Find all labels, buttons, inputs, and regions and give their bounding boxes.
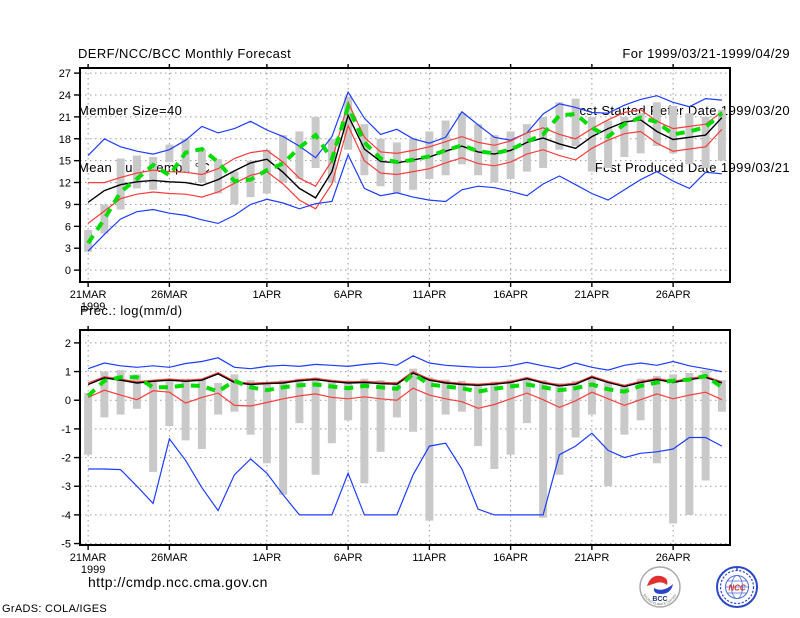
svg-text:3: 3 — [65, 243, 71, 255]
svg-text:26APR: 26APR — [656, 289, 691, 301]
svg-text:21: 21 — [59, 112, 71, 124]
svg-text:1999: 1999 — [81, 301, 105, 313]
bcc-logo-label: BCC — [652, 596, 667, 603]
precip-chart-title: Prec.: log(mm/d) — [80, 303, 183, 318]
svg-text:16APR: 16APR — [493, 289, 528, 301]
svg-text:18: 18 — [59, 134, 71, 146]
footer-logos: BCC BEIJING CLIMATE CENTER NCC — [632, 564, 792, 618]
svg-text:-3: -3 — [61, 481, 71, 493]
svg-text:1APR: 1APR — [253, 289, 282, 301]
svg-text:15: 15 — [59, 156, 71, 168]
svg-text:6: 6 — [65, 221, 71, 233]
svg-text:9: 9 — [65, 199, 71, 211]
svg-text:21APR: 21APR — [574, 552, 609, 564]
svg-text:26APR: 26APR — [656, 552, 691, 564]
svg-text:-5: -5 — [61, 539, 71, 551]
svg-text:11APR: 11APR — [412, 289, 446, 301]
svg-text:16APR: 16APR — [493, 552, 528, 564]
ncc-logo: NCC — [716, 566, 758, 608]
bcc-swirl-red — [647, 575, 668, 586]
svg-text:26MAR: 26MAR — [151, 552, 188, 564]
svg-text:11APR: 11APR — [412, 552, 446, 564]
svg-text:0: 0 — [65, 265, 71, 277]
svg-text:24: 24 — [59, 90, 71, 102]
svg-text:-4: -4 — [61, 510, 71, 522]
chart-title: DERF/NCC/BCC Monthly Forecast — [78, 46, 292, 61]
svg-text:21MAR: 21MAR — [70, 552, 107, 564]
forecast-range-label: For 1999/03/21-1999/04/29 — [622, 46, 790, 61]
svg-text:6APR: 6APR — [334, 552, 363, 564]
svg-text:21APR: 21APR — [574, 289, 609, 301]
svg-text:27: 27 — [59, 68, 71, 80]
svg-text:0: 0 — [65, 395, 71, 407]
svg-text:-2: -2 — [61, 453, 71, 465]
bcc-swirl-blue — [653, 584, 673, 594]
svg-text:1999: 1999 — [81, 564, 105, 576]
grads-credit-text: GrADS: COLA/IGES — [2, 603, 108, 615]
source-url-text: http://cmdp.ncc.cma.gov.cn — [88, 574, 268, 590]
svg-text:21MAR: 21MAR — [70, 289, 107, 301]
bcc-logo: BCC BEIJING CLIMATE CENTER — [639, 566, 681, 608]
svg-text:26MAR: 26MAR — [151, 289, 188, 301]
svg-text:1APR: 1APR — [253, 552, 282, 564]
svg-text:-1: -1 — [61, 424, 71, 436]
svg-text:1: 1 — [65, 367, 71, 379]
svg-text:12: 12 — [59, 178, 71, 190]
svg-text:2: 2 — [65, 338, 71, 350]
svg-text:6APR: 6APR — [334, 289, 363, 301]
ncc-logo-label: NCC — [728, 584, 746, 593]
